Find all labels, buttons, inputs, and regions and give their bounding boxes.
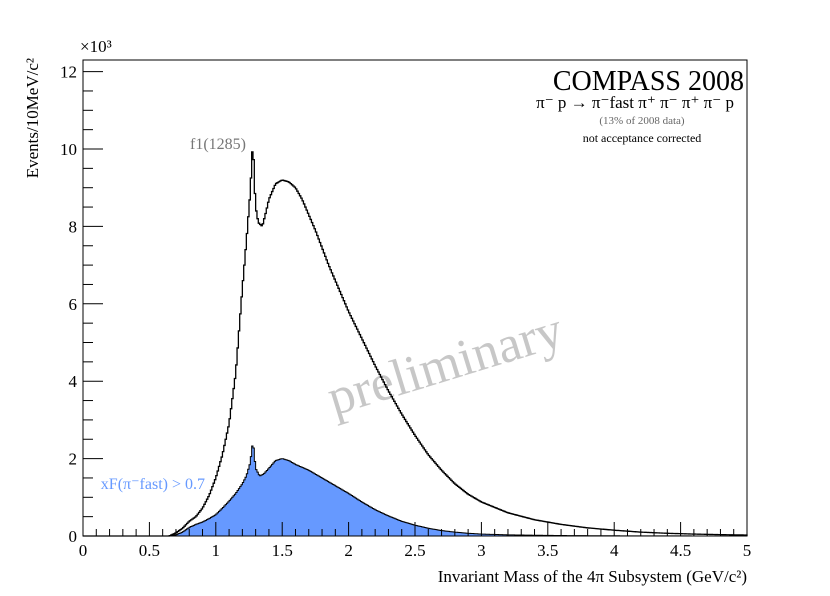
x-tick-label: 0 (79, 541, 88, 560)
reaction-label: π⁻ p → π⁻fast π⁺ π⁻ π⁺ π⁻ p (536, 93, 734, 112)
watermark-preliminary: preliminary (321, 302, 570, 427)
y-tick-label: 12 (60, 63, 77, 82)
axes: 0 0.5 1 1.5 2 2.5 3 3.5 4 4.5 5 0 2 4 6 8 10 12 (60, 59, 752, 560)
x-tick-label: 4 (610, 541, 619, 560)
y-axis-title: Events/10MeV/c² (23, 58, 42, 178)
x-tick-label: 2.5 (404, 541, 425, 560)
x-tick-label: 3 (477, 541, 486, 560)
y-multiplier: ×10³ (80, 37, 112, 56)
y-tick-label: 10 (60, 140, 77, 159)
y-tick-label: 0 (69, 527, 78, 546)
y-tick-label: 2 (69, 450, 78, 469)
x-tick-label: 2 (344, 541, 353, 560)
x-tick-label: 1 (212, 541, 221, 560)
x-tick-label: 1.5 (272, 541, 293, 560)
acceptance-note: not acceptance corrected (583, 131, 702, 145)
x-tick-label: 5 (743, 541, 752, 560)
x-tick-label: 3.5 (537, 541, 558, 560)
series-line-all-events (83, 151, 748, 537)
experiment-title: COMPASS 2008 (553, 66, 744, 97)
y-tick-label: 6 (69, 295, 78, 314)
data-fraction-note: (13% of 2008 data) (599, 115, 685, 127)
x-tick-label: 0.5 (139, 541, 160, 560)
f1-1285-annotation: f1(1285) (190, 136, 246, 153)
y-tick-label: 8 (69, 217, 78, 236)
x-tick-label: 4.5 (670, 541, 691, 560)
xf-cut-legend: xF(π⁻fast) > 0.7 (101, 476, 205, 493)
y-tick-label: 4 (69, 372, 78, 391)
x-axis-title: Invariant Mass of the 4π Subsystem (GeV/… (438, 567, 747, 586)
